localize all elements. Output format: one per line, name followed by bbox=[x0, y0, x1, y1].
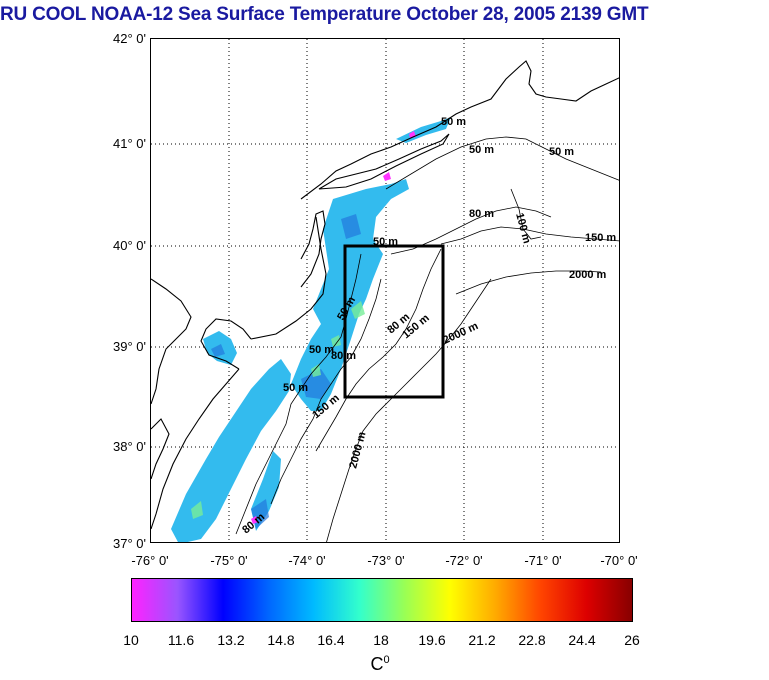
colorbar-tick-label: 26 bbox=[624, 632, 640, 648]
contour-label: 50 m bbox=[469, 144, 494, 156]
colorbar-tick-label: 11.6 bbox=[167, 632, 195, 648]
coast-new-england bbox=[300, 60, 619, 200]
sst-map: 50 m 50 m 50 m 80 m 100 m 150 m 2000 m 5… bbox=[150, 38, 620, 543]
lon-label-71: -71° 0' bbox=[524, 553, 562, 568]
unit-base: C bbox=[370, 654, 384, 674]
lon-label-74: -74° 0' bbox=[288, 553, 326, 568]
colorbar-tick-label: 14.8 bbox=[267, 632, 295, 648]
lat-label-42: 42° 0' bbox=[113, 31, 146, 46]
sst-patch-magenta-3 bbox=[251, 516, 258, 524]
colorbar-tick-label: 24.4 bbox=[568, 632, 596, 648]
coast-chesapeake-inner bbox=[151, 418, 170, 480]
lon-label-76: -76° 0' bbox=[131, 553, 169, 568]
sst-patch-green-2 bbox=[311, 364, 321, 377]
isobath-2000m bbox=[455, 270, 602, 295]
isobath-150m-south bbox=[315, 248, 442, 452]
lat-label-40: 40° 0' bbox=[113, 238, 146, 253]
sst-patch-dark-4 bbox=[211, 344, 225, 357]
map-title: RU COOL NOAA-12 Sea Surface Temperature … bbox=[0, 4, 649, 25]
isobath-2000m-south bbox=[326, 278, 492, 542]
contour-labels: 50 m 50 m 50 m 80 m 100 m 150 m 2000 m 5… bbox=[240, 116, 616, 536]
colorbar-tick-label: 21.2 bbox=[468, 632, 496, 648]
coast-delmarva bbox=[151, 368, 240, 530]
coast-new-jersey bbox=[300, 210, 326, 288]
colorbar-tick-label: 13.2 bbox=[217, 632, 245, 648]
contour-label: 2000 m bbox=[347, 430, 368, 469]
lon-label-70: -70° 0' bbox=[600, 553, 638, 568]
lat-label-37: 37° 0' bbox=[113, 536, 146, 551]
lon-label-75: -75° 0' bbox=[210, 553, 248, 568]
isobath-50m-south bbox=[235, 253, 362, 535]
coast-delaware-bay bbox=[200, 318, 252, 370]
isobath-80m-south bbox=[270, 278, 382, 505]
sst-patch-green-3 bbox=[191, 501, 203, 519]
lon-label-72: -72° 0' bbox=[445, 553, 483, 568]
coast-chesapeake bbox=[151, 278, 192, 405]
unit-sup: 0 bbox=[383, 654, 390, 666]
contour-label: 50 m bbox=[549, 146, 574, 158]
lat-label-39: 39° 0' bbox=[113, 339, 146, 354]
contour-label: 50 m bbox=[441, 116, 466, 128]
isobaths bbox=[235, 136, 619, 542]
lat-label-41: 41° 0' bbox=[113, 136, 146, 151]
contour-label: 80 m bbox=[469, 208, 494, 220]
lat-label-38: 38° 0' bbox=[113, 439, 146, 454]
study-area-box bbox=[343, 244, 445, 399]
temperature-colorbar bbox=[131, 578, 633, 622]
sst-patch-dark-2 bbox=[341, 214, 361, 239]
coast-nj-south bbox=[250, 216, 327, 340]
lon-label-73: -73° 0' bbox=[367, 553, 405, 568]
sst-patch-delmarva bbox=[171, 359, 291, 542]
colorbar-tick-label: 16.4 bbox=[317, 632, 345, 648]
contour-label: 150 m bbox=[585, 232, 616, 244]
coastline bbox=[151, 60, 619, 530]
sst-patch-dark-1 bbox=[301, 369, 331, 399]
sst-imagery bbox=[171, 117, 451, 542]
colorbar-unit: C0 bbox=[360, 654, 400, 675]
colorbar-tick-label: 22.8 bbox=[518, 632, 546, 648]
colorbar-tick-label: 18 bbox=[373, 632, 389, 648]
colorbar-tick-label: 19.6 bbox=[418, 632, 446, 648]
isobath-150m bbox=[440, 226, 619, 245]
sst-patch-green-4 bbox=[331, 335, 341, 347]
contour-label: 2000 m bbox=[569, 269, 607, 281]
sst-map-canvas: 50 m 50 m 50 m 80 m 100 m 150 m 2000 m 5… bbox=[151, 39, 619, 542]
sst-patch-green-1 bbox=[351, 301, 365, 319]
isobath-50m bbox=[385, 136, 619, 190]
coast-long-island bbox=[318, 133, 450, 190]
sst-patch-magenta-1 bbox=[383, 172, 391, 181]
colorbar-tick-label: 10 bbox=[123, 632, 139, 648]
sst-patch-shelf bbox=[291, 179, 409, 411]
contour-label: 80 m bbox=[331, 350, 356, 362]
contour-label: 50 m bbox=[283, 382, 308, 394]
contour-label: 50 m bbox=[309, 344, 334, 356]
contour-label: 50 m bbox=[373, 236, 398, 248]
